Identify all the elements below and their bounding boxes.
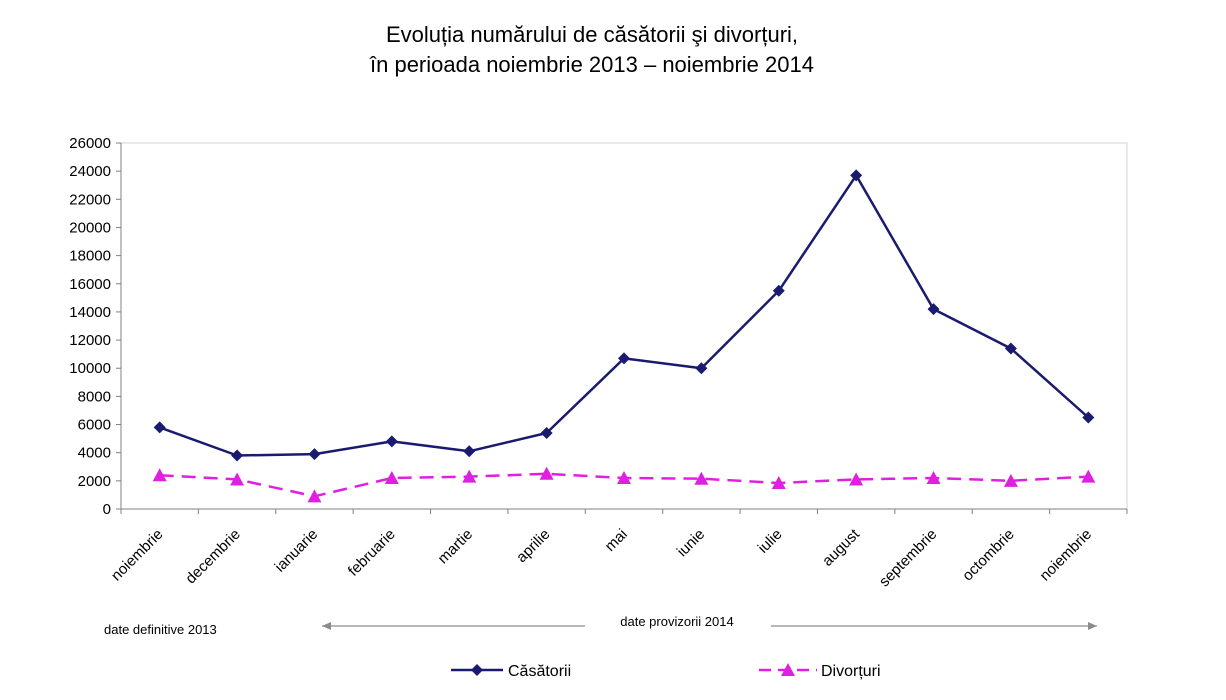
y-tick-label: 20000: [69, 219, 111, 236]
x-tick-label: mai: [602, 526, 631, 555]
data-point-1-4: [462, 469, 477, 483]
y-tick-label: 12000: [69, 332, 111, 349]
data-point-0-8: [772, 284, 785, 297]
legend-label-divorturi: Divorțuri: [821, 663, 881, 680]
x-tick-label: noiembrie: [1037, 526, 1096, 585]
y-tick-label: 6000: [78, 417, 111, 434]
chart-title-line-2: în perioada noiembrie 2013 – noiembrie 2…: [369, 52, 814, 77]
data-point-1-11: [1003, 473, 1018, 487]
chart-title-line-1: Evoluția numărului de căsătorii şi divor…: [386, 22, 798, 47]
legend-triangle-marker-icon: [781, 663, 795, 676]
x-tick-label: august: [819, 525, 863, 569]
x-tick-label: noiembrie: [108, 526, 167, 585]
y-tick-label: 4000: [78, 445, 111, 462]
data-point-0-12: [1082, 411, 1095, 424]
data-point-1-9: [849, 472, 864, 486]
y-tick-label: 2000: [78, 473, 111, 490]
x-tick-label: martie: [435, 526, 476, 567]
data-point-0-6: [618, 352, 630, 365]
legend-item-casatorii: Căsătorii: [451, 663, 571, 680]
series-line-0: [159, 174, 1090, 457]
legend-diamond-marker-icon: [471, 664, 483, 676]
x-ticks: noiembrie decembrie ianuarie februarie marti…: [108, 509, 1128, 590]
annotation-provisional-arrow-left: [322, 622, 585, 630]
data-point-1-7: [694, 471, 709, 485]
x-tick-label: aprilie: [513, 526, 553, 566]
legend: Căsătorii Divorțuri: [451, 663, 881, 680]
data-point-0-5: [540, 426, 553, 439]
x-tick-label: iulie: [755, 526, 786, 557]
y-tick-label: 14000: [69, 304, 111, 321]
data-point-1-5: [539, 466, 554, 480]
annotation-provisional: date provizorii 2014: [620, 614, 733, 629]
y-tick-label: 10000: [69, 360, 111, 377]
y-tick-label: 22000: [69, 191, 111, 208]
y-tick-label: 26000: [69, 135, 111, 152]
data-point-0-4: [463, 445, 476, 458]
y-tick-label: 24000: [69, 163, 111, 180]
data-point-0-11: [1004, 342, 1017, 355]
x-tick-label: decembrie: [182, 526, 244, 588]
data-point-1-6: [617, 471, 631, 485]
data-point-0-10: [927, 303, 940, 316]
data-point-0-3: [385, 435, 398, 448]
legend-item-divorturi: Divorțuri: [759, 663, 881, 680]
data-point-1-12: [1081, 469, 1096, 483]
x-tick-label: septembrie: [876, 526, 940, 590]
data-point-0-2: [308, 448, 321, 461]
y-tick-label: 0: [103, 501, 111, 518]
y-tick-label: 18000: [69, 248, 111, 265]
x-tick-label: ianuarie: [272, 526, 322, 576]
y-ticks: 0 2000 4000 6000 8000 10000 12000 14000 16000 180…: [69, 135, 121, 518]
data-point-0-7: [695, 362, 708, 375]
annotation-provisional-arrow-right: [771, 622, 1097, 630]
data-point-0-1: [231, 449, 244, 462]
data-point-1-8: [771, 475, 786, 489]
data-point-1-0: [152, 468, 167, 482]
data-point-1-1: [230, 472, 245, 486]
series-layer: [152, 169, 1096, 503]
legend-label-casatorii: Căsătorii: [508, 663, 571, 680]
y-tick-label: 8000: [78, 388, 111, 405]
data-point-0-0: [153, 421, 166, 434]
annotation-definitive: date definitive 2013: [104, 622, 217, 637]
x-tick-label: iunie: [674, 526, 708, 560]
data-point-1-3: [384, 471, 399, 485]
x-tick-label: octombrie: [959, 526, 1018, 585]
data-point-1-10: [926, 471, 941, 485]
y-tick-label: 16000: [69, 276, 111, 293]
data-point-1-2: [307, 489, 322, 503]
data-point-0-9: [850, 169, 863, 182]
x-tick-label: februarie: [345, 526, 399, 580]
